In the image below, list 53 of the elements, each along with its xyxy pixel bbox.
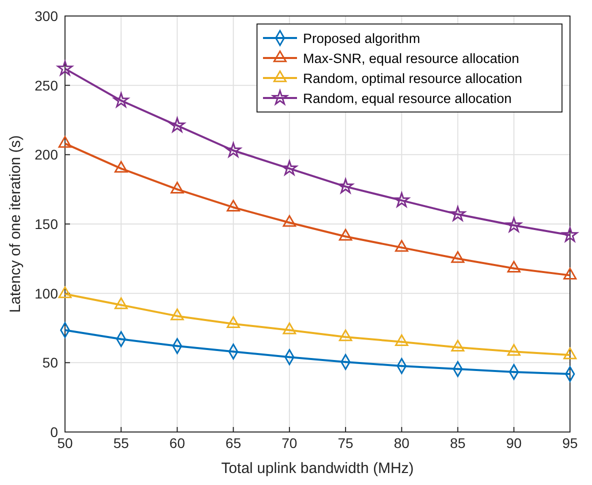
x-axis-title: Total uplink bandwidth (MHz): [221, 460, 414, 477]
point: [563, 268, 577, 280]
point: [506, 217, 522, 232]
point: [226, 316, 240, 328]
point: [58, 286, 72, 298]
y-tick-label: 150: [34, 216, 58, 232]
point: [451, 251, 464, 263]
y-tick-label: 250: [34, 77, 58, 94]
y-tick-label: 100: [34, 285, 58, 302]
y-tick-label: 200: [34, 146, 58, 163]
point: [170, 182, 184, 194]
point: [338, 178, 354, 194]
point: [563, 347, 577, 360]
point: [282, 160, 298, 176]
legend-label: Random, optimal resource allocation: [303, 71, 522, 86]
y-tick-label: 50: [42, 354, 58, 371]
point: [226, 142, 242, 158]
point: [170, 308, 184, 320]
legend-label: Random, equal resource allocation: [303, 91, 512, 106]
point: [507, 344, 521, 356]
x-tick-label: 80: [394, 435, 410, 451]
x-tick-label: 85: [450, 435, 466, 451]
point: [395, 334, 408, 346]
point: [282, 215, 296, 227]
x-tick-label: 65: [226, 435, 242, 451]
point: [226, 200, 240, 212]
point: [338, 329, 352, 342]
x-tick-label: 60: [169, 435, 186, 451]
point: [114, 160, 128, 173]
point: [170, 117, 185, 132]
point: [57, 60, 73, 76]
point: [114, 297, 128, 310]
x-tick-label: 90: [506, 435, 522, 451]
point: [282, 322, 296, 334]
x-tick-label: 50: [57, 435, 73, 451]
legend-label: Proposed algorithm: [303, 31, 420, 46]
point: [58, 136, 72, 148]
y-tick-label: 0: [50, 424, 58, 440]
point: [113, 92, 129, 108]
x-tick-label: 55: [113, 435, 130, 451]
point: [507, 260, 521, 273]
y-axis-title: Latency of one iteration (s): [7, 135, 24, 313]
point: [394, 192, 410, 208]
legend-label: Max-SNR, equal resource allocation: [303, 51, 520, 66]
point: [338, 228, 352, 241]
x-tick-label: 95: [562, 435, 578, 451]
x-tick-label: 70: [282, 435, 298, 451]
x-tick-label: 75: [338, 435, 354, 451]
point: [450, 206, 466, 221]
y-tick-label: 300: [34, 8, 58, 24]
point: [451, 340, 464, 352]
point: [562, 227, 578, 242]
point: [395, 240, 408, 252]
